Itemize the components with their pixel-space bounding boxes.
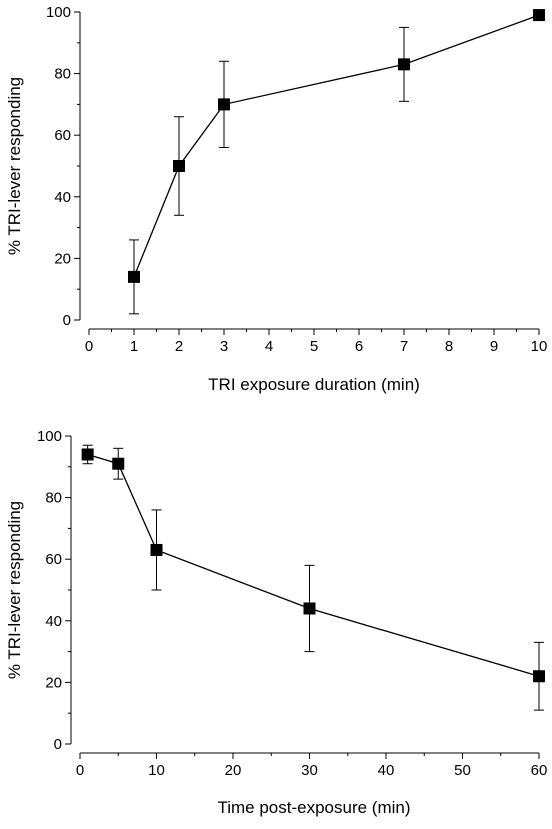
x-axis-label: TRI exposure duration (min) <box>208 375 420 394</box>
x-tick-label: 0 <box>85 338 93 355</box>
y-tick-label: 60 <box>45 551 62 568</box>
y-tick-label: 20 <box>45 674 62 691</box>
y-tick-label: 100 <box>37 428 62 445</box>
x-tick-label: 60 <box>531 762 548 779</box>
y-tick-label: 80 <box>45 490 62 507</box>
x-tick-label: 2 <box>175 338 183 355</box>
chart-panel-top: TRI exposure duration (min) % TRI-lever … <box>5 4 547 394</box>
data-point-marker <box>112 457 125 470</box>
x-tick-label: 30 <box>301 762 318 779</box>
x-tick-label: 1 <box>130 338 138 355</box>
x-tick-label: 10 <box>531 338 548 355</box>
series-line <box>133 14 540 278</box>
data-point-marker <box>173 160 185 172</box>
y-tick-label: 100 <box>46 4 71 21</box>
data-point-marker <box>150 543 163 556</box>
y-tick-label: 20 <box>54 250 71 267</box>
x-tick-label: 20 <box>225 762 242 779</box>
data-point-marker <box>533 9 545 22</box>
y-tick-label: 40 <box>54 189 71 206</box>
x-tick-label: 4 <box>265 338 273 355</box>
x-tick-label: 8 <box>445 338 453 355</box>
x-tick-label: 10 <box>148 762 165 779</box>
y-tick-label: 80 <box>54 66 71 83</box>
y-tick-label: 0 <box>63 312 71 329</box>
x-tick-label: 0 <box>76 762 84 779</box>
x-tick-label: 40 <box>378 762 395 779</box>
data-point-marker <box>533 670 545 683</box>
y-axis-label: % TRI-lever responding <box>5 77 24 255</box>
y-tick-label: 0 <box>54 736 62 753</box>
x-tick-label: 3 <box>220 338 228 355</box>
x-axis-label: Time post-exposure (min) <box>217 798 410 817</box>
data-point-marker <box>398 58 410 71</box>
data-point-marker <box>303 602 316 615</box>
y-tick-label: 40 <box>45 613 62 630</box>
y-tick-label: 60 <box>54 127 71 144</box>
x-tick-label: 9 <box>490 338 498 355</box>
data-point-marker <box>128 270 140 283</box>
y-axis-label: % TRI-lever responding <box>5 501 24 679</box>
x-tick-label: 50 <box>454 762 471 779</box>
data-point-marker <box>81 448 94 461</box>
x-tick-label: 5 <box>310 338 318 355</box>
chart-panel-bottom: Time post-exposure (min) % TRI-lever res… <box>5 428 547 817</box>
x-tick-label: 6 <box>355 338 363 355</box>
x-tick-label: 7 <box>400 338 408 355</box>
data-point-marker <box>218 98 230 111</box>
